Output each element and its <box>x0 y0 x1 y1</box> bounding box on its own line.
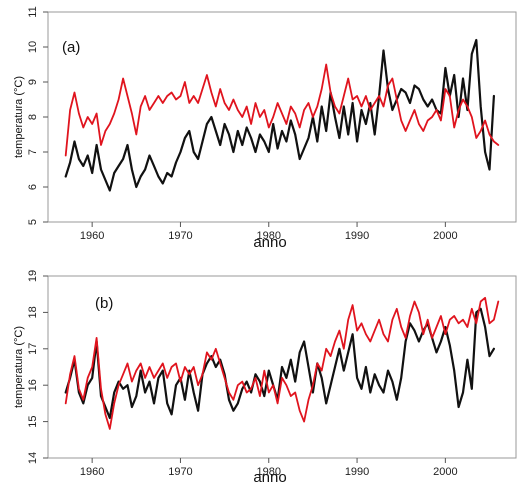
panel-b-y-axis-title: temperatura (°C) <box>13 326 25 408</box>
panel-b-frame <box>47 275 517 459</box>
panel-b-series-line-red <box>64 296 500 430</box>
y-tick-label: 7 <box>27 149 39 155</box>
panel-b-x-axis: 1960 1970 1980 1990 2000 <box>80 458 458 478</box>
panel-a-label: (a) <box>62 39 80 56</box>
y-tick-label: 6 <box>27 184 39 190</box>
x-tick-label: 2000 <box>433 466 457 478</box>
y-tick-label: 8 <box>27 114 39 120</box>
x-tick-label: 1970 <box>168 466 192 478</box>
y-tick-label: 16 <box>27 379 39 391</box>
panel-a-frame <box>47 11 517 223</box>
x-tick-label: 1980 <box>257 466 281 478</box>
x-tick-label: 1990 <box>345 466 369 478</box>
x-tick-label: 1980 <box>257 230 281 242</box>
x-tick-label: 1970 <box>168 230 192 242</box>
panel-b-label: (b) <box>95 295 113 312</box>
y-tick-label: 11 <box>27 6 39 17</box>
y-tick-label: 14 <box>27 452 39 464</box>
panel-a-series-line-red <box>64 63 500 157</box>
panel-a-series-line-black <box>64 38 495 192</box>
y-tick-label: 17 <box>27 343 39 355</box>
panel-a-x-axis-title: anno <box>253 234 286 251</box>
x-tick-label: 2000 <box>433 230 457 242</box>
y-tick-label: 15 <box>27 415 39 427</box>
panel-b: 14 15 16 17 18 19 1960 1970 1980 1990 2000 (b) an… <box>13 270 517 486</box>
y-tick-label: 5 <box>27 219 39 225</box>
x-tick-label: 1960 <box>80 466 104 478</box>
y-tick-label: 10 <box>27 41 39 53</box>
panel-b-series <box>64 296 500 430</box>
panel-a-y-axis: 5 6 7 8 9 10 11 <box>27 6 48 225</box>
x-tick-label: 1990 <box>345 230 369 242</box>
panel-a-x-axis: 1960 1970 1980 1990 2000 <box>80 222 458 242</box>
y-tick-label: 19 <box>27 270 39 282</box>
panel-a-y-axis-title: temperatura (°C) <box>13 76 25 158</box>
panel-b-x-axis-title: anno <box>253 469 286 486</box>
x-tick-label: 1960 <box>80 230 104 242</box>
y-tick-label: 18 <box>27 306 39 318</box>
y-tick-label: 9 <box>27 79 39 85</box>
panel-b-y-axis: 14 15 16 17 18 19 <box>27 270 48 464</box>
panel-a-series <box>64 38 500 192</box>
